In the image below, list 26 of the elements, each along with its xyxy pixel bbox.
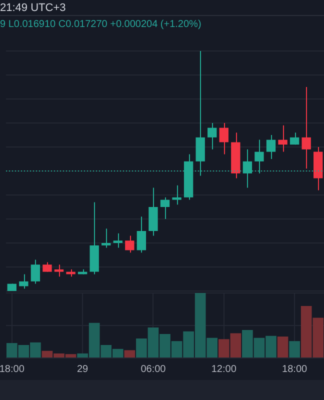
bar [289, 341, 300, 358]
candlestick [125, 235, 134, 254]
bar [124, 350, 136, 358]
candlestick [148, 187, 158, 236]
x-tick-label: 06:00 [140, 364, 166, 375]
candlestick [278, 124, 288, 152]
candlestick [54, 264, 64, 278]
candlestick [42, 262, 52, 272]
candlestick [208, 122, 217, 150]
candlestick [172, 184, 182, 206]
candlestick [30, 259, 40, 284]
candlestick [302, 86, 311, 170]
bar [277, 336, 288, 358]
x-tick-label: 29 [76, 364, 89, 375]
candlestick [266, 134, 276, 160]
x-tick-label: 18:00 [0, 364, 25, 375]
x-tick-label: 18:00 [282, 364, 308, 375]
candlestick [219, 122, 228, 155]
chart-subtitle: 9 L0.016910 C0.017270 +0.000204 (+1.20%) [0, 19, 202, 30]
candlestick [113, 232, 122, 248]
candlestick [136, 216, 146, 254]
x-tick-label: 12:00 [211, 364, 237, 375]
candlestick [19, 274, 28, 290]
chart-title: 21:49 UTC+3 [0, 2, 66, 14]
candlestick [160, 196, 170, 220]
candlestick [102, 228, 111, 248]
